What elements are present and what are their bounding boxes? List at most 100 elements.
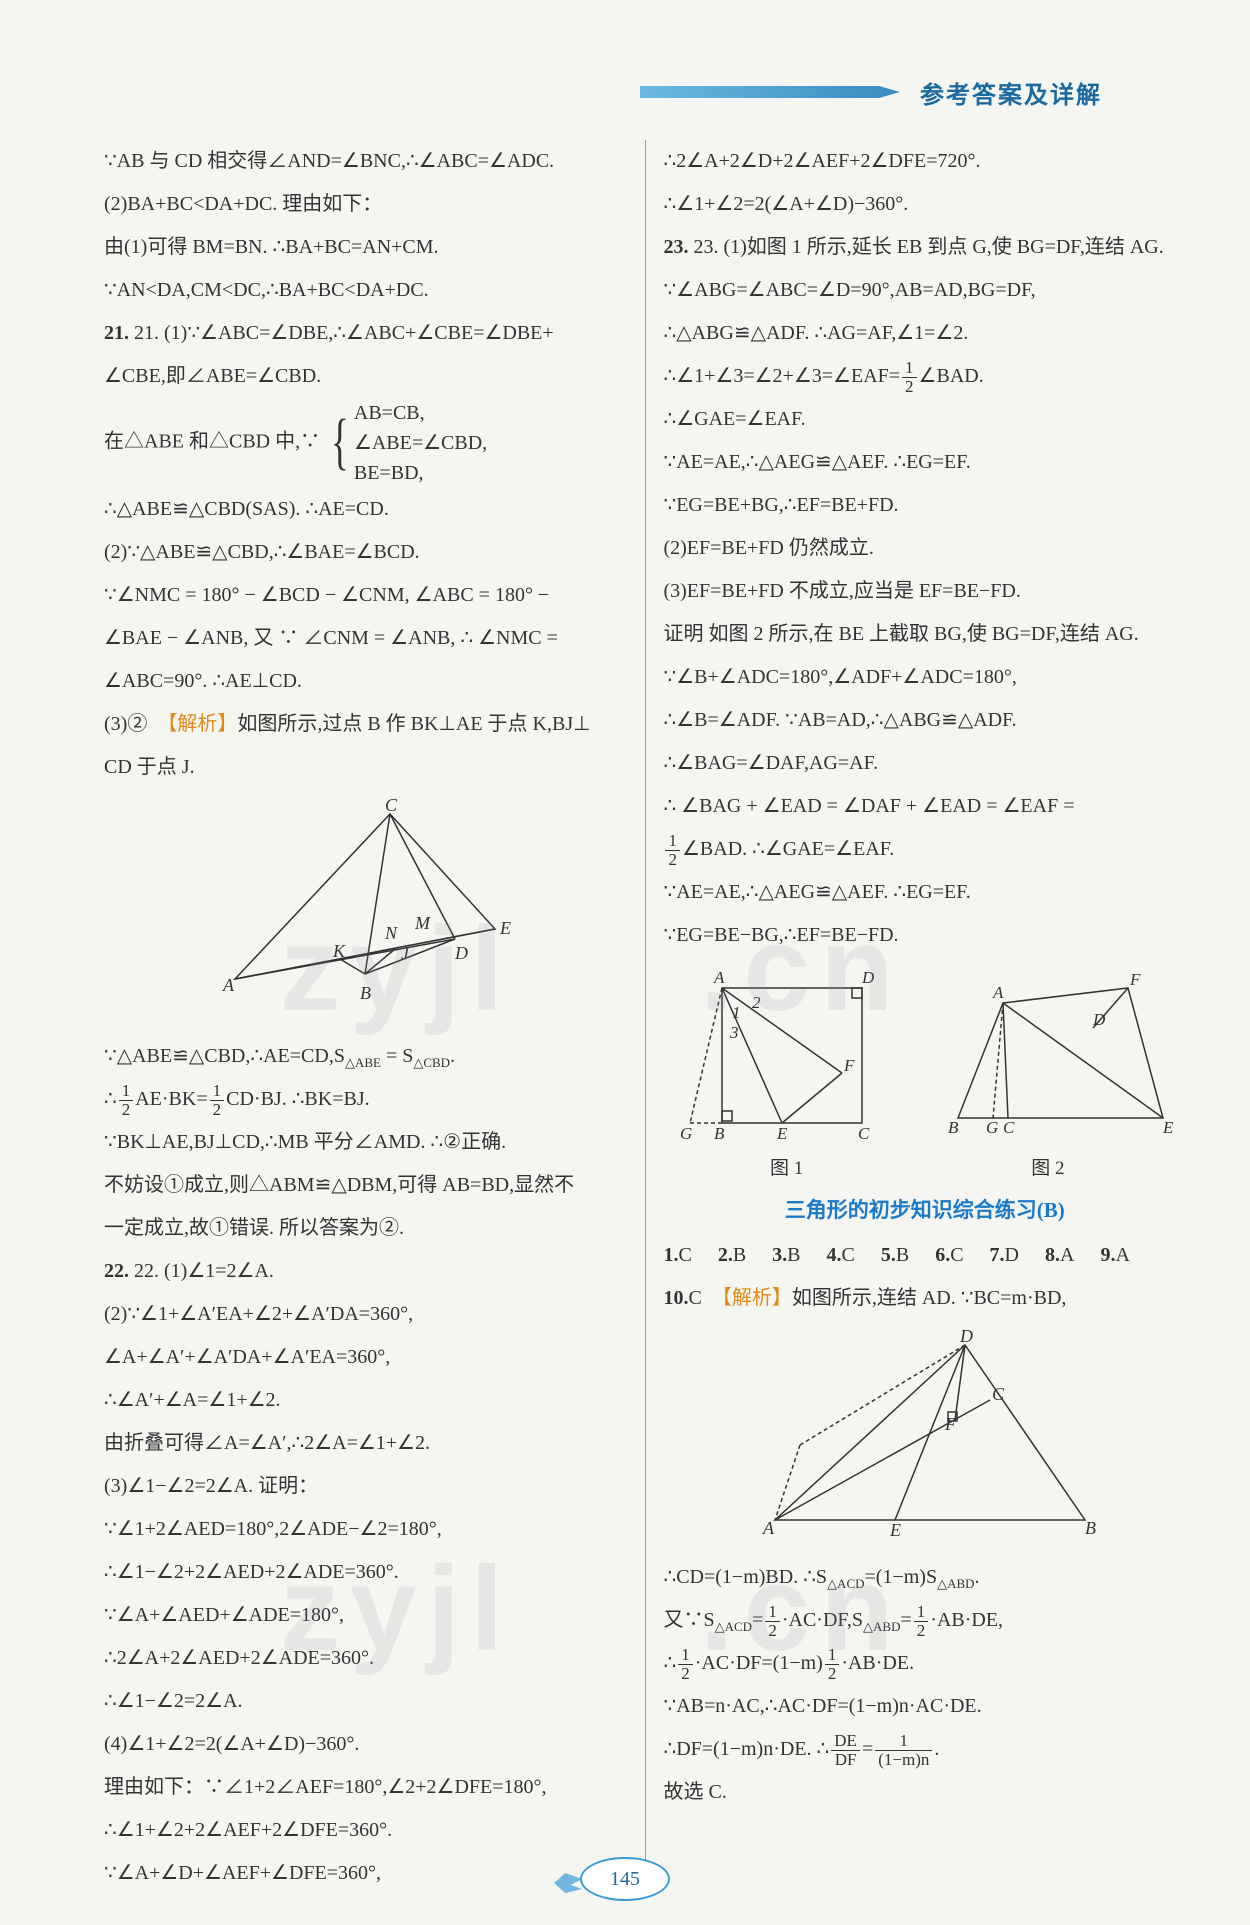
- text-line: ∵∠A+∠AED+∠ADE=180°,: [104, 1594, 627, 1637]
- text-line: ∠CBE,即∠ABE=∠CBD.: [104, 355, 627, 398]
- svg-text:B: B: [360, 983, 371, 1003]
- text-line: ∵AE=AE,∴△AEG≌△AEF. ∴EG=EF.: [663, 441, 1186, 484]
- case-3: BE=BD,: [354, 458, 487, 488]
- figure-3: AB DC EF: [663, 1330, 1186, 1546]
- text-line: ∵AE=AE,∴△AEG≌△AEF. ∴EG=EF.: [663, 871, 1186, 914]
- figure-2b: AF D BE CG 图 2: [918, 963, 1178, 1180]
- svg-text:B: B: [948, 1118, 959, 1137]
- svg-text:A: A: [762, 1518, 775, 1538]
- left-column: ∵AB 与 CD 相交得∠AND=∠BNC,∴∠ABC=∠ADC. (2)BA+…: [90, 140, 641, 1895]
- text-line: ∴∠BAG=∠DAF,AG=AF.: [663, 742, 1186, 785]
- svg-text:J: J: [401, 943, 410, 963]
- text-line: ∵∠NMC = 180° − ∠BCD − ∠CNM, ∠ABC = 180° …: [104, 574, 627, 617]
- text-line: ∵EG=BE+BG,∴EF=BE+FD.: [663, 484, 1186, 527]
- figure-2a: AD BC EF G 123 图 1: [672, 963, 902, 1180]
- svg-text:D: D: [454, 943, 468, 963]
- text-line: ∠ABC=90°. ∴AE⊥CD.: [104, 660, 627, 703]
- svg-text:C: C: [1003, 1118, 1015, 1137]
- q23-line: 23. (1)如图 1 所示,延长 EB 到点 G,使 BG=DF,连结 AG.: [693, 236, 1163, 258]
- brace-cases: AB=CB, ∠ABE=∠CBD, BE=BD,: [354, 398, 487, 488]
- text-line: ∠A+∠A′+∠A′DA+∠A′EA=360°,: [104, 1336, 627, 1379]
- text-line: ∴∠1−∠2+2∠AED+2∠ADE=360°.: [104, 1551, 627, 1594]
- text-line: 23. 23. (1)如图 1 所示,延长 EB 到点 G,使 BG=DF,连结…: [663, 226, 1186, 269]
- frac-line: ∴DF=(1−m)n·DE. ∴DEDF=1(1−m)n.: [663, 1728, 1186, 1771]
- page-number-oval: 145: [580, 1857, 670, 1901]
- text-line: (4)∠1+∠2=2(∠A+∠D)−360°.: [104, 1723, 627, 1766]
- svg-text:C: C: [992, 1384, 1005, 1404]
- text-line: ∴∠1−∠2=2∠A.: [104, 1680, 627, 1723]
- case-1: AB=CB,: [354, 398, 487, 428]
- figure-1: A B C E D J K M N: [104, 799, 627, 1025]
- text-line: ∴∠1+∠2=2(∠A+∠D)−360°.: [663, 183, 1186, 226]
- text-line: ∴2∠A+2∠AED+2∠ADE=360°.: [104, 1637, 627, 1680]
- header-band: 参考答案及详解: [640, 72, 1200, 112]
- frac-line: 12∠BAD. ∴∠GAE=∠EAF.: [663, 828, 1186, 871]
- text-line: 一定成立,故①错误. 所以答案为②.: [104, 1207, 627, 1250]
- text-line: ∴∠B=∠ADF. ∵AB=AD,∴△ABG≌△ADF.: [663, 699, 1186, 742]
- text-line: (2)∵△ABE≌△CBD,∴∠BAE=∠BCD.: [104, 531, 627, 574]
- text-line: (3)EF=BE+FD 不成立,应当是 EF=BE−FD.: [663, 570, 1186, 613]
- text-line: ∴△ABE≌△CBD(SAS). ∴AE=CD.: [104, 488, 627, 531]
- q21-line: 21. (1)∵∠ABC=∠DBE,∴∠ABC+∠CBE=∠DBE+: [134, 322, 554, 344]
- text-line: ∴ ∠BAG + ∠EAD = ∠DAF + ∠EAD = ∠EAF =: [663, 785, 1186, 828]
- page-number: 145: [610, 1868, 640, 1891]
- svg-text:E: E: [889, 1520, 901, 1540]
- text-line: ∵∠ABG=∠ABC=∠D=90°,AB=AD,BG=DF,: [663, 269, 1186, 312]
- text-line: 由(1)可得 BM=BN. ∴BA+BC=AN+CM.: [104, 226, 627, 269]
- text-line: 21. 21. (1)∵∠ABC=∠DBE,∴∠ABC+∠CBE=∠DBE+: [104, 312, 627, 355]
- text-line: (3)② 【解析】(3)② 如图所示,过点 B 作 BK⊥AE 于点 K,BJ⊥…: [104, 703, 627, 746]
- text-line: (3)∠1−∠2=2∠A. 证明：: [104, 1465, 627, 1508]
- section-title: 三角形的初步知识综合练习(B): [663, 1194, 1186, 1224]
- brace-system: 在△ABE 和△CBD 中,∵ { AB=CB, ∠ABE=∠CBD, BE=B…: [104, 398, 627, 488]
- svg-text:N: N: [384, 923, 398, 943]
- text-line: ∵AB 与 CD 相交得∠AND=∠BNC,∴∠ABC=∠ADC.: [104, 140, 627, 183]
- text-line: ∵EG=BE−BG,∴EF=BE−FD.: [663, 914, 1186, 957]
- text-line: ∵∠A+∠D+∠AEF+∠DFE=360°,: [104, 1852, 627, 1895]
- left-brace-icon: {: [331, 424, 349, 461]
- svg-text:M: M: [414, 913, 431, 933]
- text-line: CD 于点 J.: [104, 746, 627, 789]
- svg-text:E: E: [1162, 1118, 1174, 1137]
- svg-text:A: A: [992, 983, 1004, 1002]
- svg-text:B: B: [714, 1124, 725, 1143]
- text-line: 理由如下：∵∠1+2∠AEF=180°,∠2+2∠DFE=180°,: [104, 1766, 627, 1809]
- q10-intro: 10.C 【解析】如图所示,连结 AD. ∵BC=m·BD,: [663, 1277, 1186, 1320]
- header-title: 参考答案及详解: [920, 75, 1102, 110]
- page-container: 参考答案及详解 zyjl .cn zyjl .cn ∵AB 与 CD 相交得∠A…: [0, 0, 1250, 1925]
- text-line: ∴∠GAE=∠EAF.: [663, 398, 1186, 441]
- svg-text:C: C: [858, 1124, 870, 1143]
- svg-text:A: A: [222, 975, 235, 995]
- text-line: 由折叠可得∠A=∠A′,∴2∠A=∠1+∠2.: [104, 1422, 627, 1465]
- svg-text:E: E: [499, 918, 511, 938]
- text-line: ∵AN<DA,CM<DC,∴BA+BC<DA+DC.: [104, 269, 627, 312]
- brace-intro: 在△ABE 和△CBD 中,∵: [104, 431, 320, 453]
- header-arrow-decoration: [640, 86, 900, 98]
- right-column: ∴2∠A+2∠D+2∠AEF+2∠DFE=720°. ∴∠1+∠2=2(∠A+∠…: [649, 140, 1200, 1895]
- text-line: 22. 22. (1)∠1=2∠A.: [104, 1250, 627, 1293]
- svg-text:B: B: [1085, 1518, 1096, 1538]
- svg-text:E: E: [776, 1124, 788, 1143]
- text-line: (2)EF=BE+FD 仍然成立.: [663, 527, 1186, 570]
- figure-row: AD BC EF G 123 图 1: [663, 963, 1186, 1180]
- text-line: (2)∵∠1+∠A′EA+∠2+∠A′DA=360°,: [104, 1293, 627, 1336]
- geometry-fig3: AB DC EF: [745, 1330, 1105, 1540]
- fig-caption-1: 图 1: [672, 1153, 902, 1180]
- svg-text:A: A: [713, 968, 725, 987]
- two-column-layout: ∵AB 与 CD 相交得∠AND=∠BNC,∴∠ABC=∠ADC. (2)BA+…: [90, 140, 1200, 1895]
- text-line: ∵∠1+2∠AED=180°,2∠ADE−∠2=180°,: [104, 1508, 627, 1551]
- q22-line: 22. (1)∠1=2∠A.: [134, 1260, 274, 1282]
- svg-text:K: K: [332, 941, 346, 961]
- text-line: ∵△ABE≌△CBD,∴AE=CD,S△ABE = S△CBD.: [104, 1035, 627, 1078]
- frac-line: ∴12·AC·DF=(1−m)12·AB·DE.: [663, 1642, 1186, 1685]
- text-line: 故选 C.: [663, 1771, 1186, 1814]
- text-line: ∴△ABG≌△ADF. ∴AG=AF,∠1=∠2.: [663, 312, 1186, 355]
- geometry-fig2: A F D B E CG: [918, 963, 1178, 1143]
- frac-line: 又∵S△ACD=12·AC·DF,S△ABD=12·AB·DE,: [663, 1599, 1186, 1642]
- svg-text:D: D: [1092, 1010, 1106, 1029]
- svg-text:D: D: [861, 968, 875, 987]
- svg-text:F: F: [1129, 970, 1141, 989]
- analysis-label: 【解析】: [157, 713, 237, 735]
- svg-text:G: G: [680, 1124, 692, 1143]
- text-line: ∵AB=n·AC,∴AC·DF=(1−m)n·AC·DE.: [663, 1685, 1186, 1728]
- svg-text:G: G: [986, 1118, 998, 1137]
